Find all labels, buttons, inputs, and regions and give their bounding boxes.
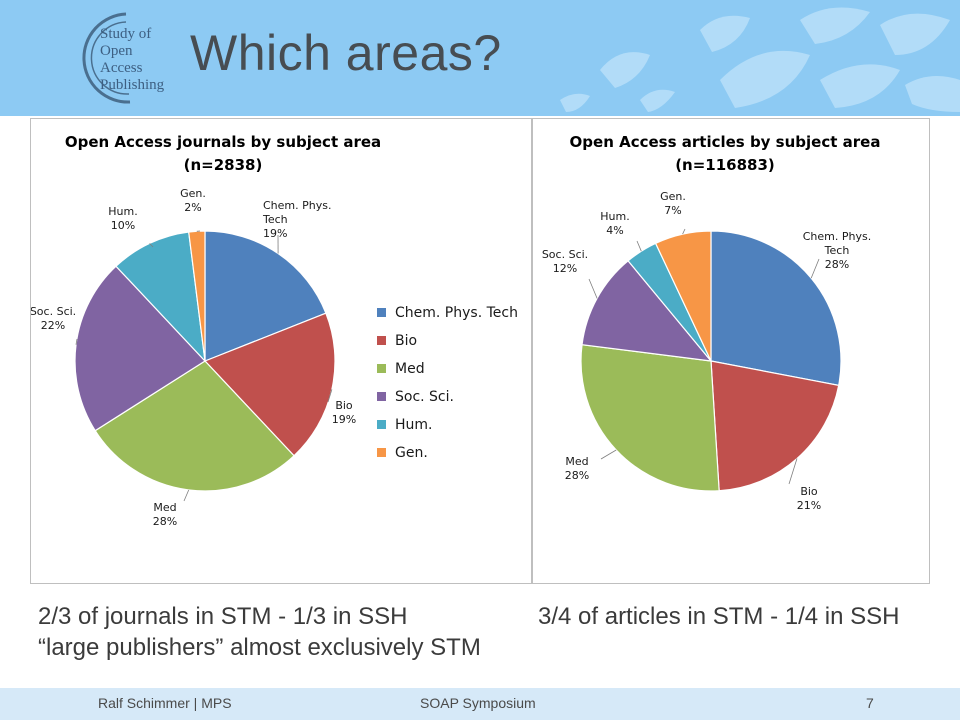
journals-chart-title-line-1: Open Access journals by subject area <box>65 133 381 151</box>
caption-journals-stm: 2/3 of journals in STM - 1/3 in SSH <box>38 603 408 630</box>
legend-label-hum: Hum. <box>395 417 433 433</box>
journals-leader-line-soc-sci <box>75 338 78 345</box>
decorative-book-shapes <box>560 7 960 112</box>
journals-leader-line-hum <box>149 243 154 248</box>
legend-swatch-bio <box>377 336 386 345</box>
legend-swatch-soc-sci <box>377 392 386 401</box>
journals-pie-chart: Open Access journals by subject area (n=2… <box>31 133 518 528</box>
articles-data-label-hum: Hum. 4% <box>600 210 629 237</box>
articles-data-label-chem-phys-tech: Chem. Phys. Tech 28% <box>803 230 871 271</box>
journals-chart-title-line-2: (n=2838) <box>184 156 263 174</box>
study-of-open-access-publishing-logo: Study of Open Access Publishing <box>82 12 165 104</box>
articles-pie-chart: Open Access articles by subject area (n=1… <box>542 133 881 512</box>
articles-leader-line-soc-sci <box>588 278 598 299</box>
articles-leader-line-bio <box>788 458 798 485</box>
articles-leader-line-chem-phys-tech <box>810 258 820 279</box>
journals-leader-line-med <box>183 489 190 502</box>
svg-text:Publishing: Publishing <box>100 77 165 93</box>
journals-data-label-med: Med 28% <box>153 501 177 528</box>
journals-chart-panel: Open Access journals by subject area (n=2… <box>30 118 532 584</box>
slide-title: Which areas? <box>190 25 502 81</box>
caption-articles-stm: 3/4 of articles in STM - 1/4 in SSH <box>538 603 900 630</box>
journals-data-label-hum: Hum. 10% <box>108 205 137 232</box>
legend-swatch-hum <box>377 420 386 429</box>
articles-slice-chem-phys-tech <box>710 230 842 387</box>
articles-data-label-bio: Bio 21% <box>797 485 821 512</box>
caption-large-publishers: “large publishers” almost exclusively ST… <box>38 634 481 661</box>
articles-slice-soc-sci <box>581 259 713 362</box>
journals-data-label-bio: Bio 19% <box>332 399 356 426</box>
journals-data-label-gen: Gen. 2% <box>180 187 206 214</box>
legend-label-bio: Bio <box>395 333 417 349</box>
footer-event: SOAP Symposium <box>420 695 536 711</box>
legend-label-med: Med <box>395 361 425 377</box>
articles-slice-bio <box>710 360 840 492</box>
journals-data-label-soc-sci: Soc. Sci. 22% <box>31 305 76 332</box>
journals-slice-med <box>94 360 295 492</box>
articles-data-label-gen: Gen. 7% <box>660 190 686 217</box>
legend-swatch-gen <box>377 448 386 457</box>
svg-text:Open: Open <box>100 43 133 59</box>
articles-data-label-soc-sci: Soc. Sci. 12% <box>542 248 588 275</box>
articles-data-label-med: Med 28% <box>565 455 589 482</box>
footer-page-number: 7 <box>866 695 874 711</box>
articles-chart-title-line-1: Open Access articles by subject area <box>570 133 881 151</box>
legend-swatch-med <box>377 364 386 373</box>
journals-slice-chem-phys-tech <box>204 230 327 362</box>
slide-header: Study of Open Access Publishing Which ar… <box>0 0 960 116</box>
legend-label-soc-sci: Soc. Sci. <box>395 389 454 405</box>
slide-footer: Ralf Schimmer | MPS SOAP Symposium 7 <box>0 688 960 720</box>
articles-slice-gen <box>654 230 712 362</box>
journals-data-label-chem-phys-tech: Chem. Phys. Tech 19% <box>262 199 331 240</box>
journals-leader-line-bio <box>327 389 333 403</box>
footer-author: Ralf Schimmer | MPS <box>98 695 232 711</box>
articles-leader-line-gen <box>682 228 686 235</box>
articles-leader-line-med <box>600 449 617 460</box>
svg-text:Study of: Study of <box>100 26 151 42</box>
articles-slice-med <box>580 344 720 492</box>
articles-chart-title-line-2: (n=116883) <box>675 156 775 174</box>
journals-slice-bio <box>203 312 336 457</box>
legend-label-chem-phys-tech: Chem. Phys. Tech <box>395 305 518 321</box>
legend-swatch-chem-phys-tech <box>377 308 386 317</box>
svg-text:Access: Access <box>100 60 143 76</box>
articles-chart-panel: Open Access articles by subject area (n=1… <box>532 118 930 584</box>
articles-leader-line-hum <box>636 240 642 252</box>
legend-label-gen: Gen. <box>395 445 428 461</box>
